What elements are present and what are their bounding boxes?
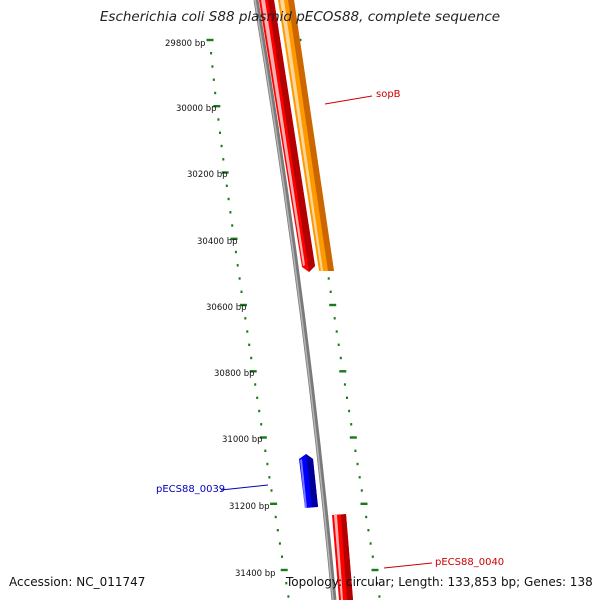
tick-label: 30800 bp xyxy=(214,369,255,379)
inner-tick-major xyxy=(221,171,229,174)
inner-tick-major xyxy=(249,370,257,373)
inner-tick-minor xyxy=(276,529,279,532)
gene-arrow-pecs88-0039-shade xyxy=(306,454,318,507)
sequence-backbone-highlight xyxy=(254,0,334,600)
tick-label: 29800 bp xyxy=(165,39,206,49)
outer-tick-minor xyxy=(356,462,359,466)
inner-tick-minor xyxy=(254,383,257,386)
gene-label-pecs88-0040[interactable]: pECS88_0040 xyxy=(435,557,505,568)
outer-tick-minor xyxy=(329,290,332,293)
gene-label-pecs88-0039[interactable]: pECS88_0039 xyxy=(156,484,226,495)
inner-tick-major xyxy=(259,436,267,439)
inner-tick-minor xyxy=(238,277,241,280)
outer-tick-minor xyxy=(378,595,381,598)
inner-tick-minor xyxy=(229,211,232,214)
inner-tick-minor xyxy=(227,197,230,201)
inner-tick-minor xyxy=(260,423,263,426)
outer-tick-minor xyxy=(369,542,372,545)
outer-tick-minor xyxy=(335,330,338,333)
outer-tick-minor xyxy=(365,515,368,519)
map-title: Escherichia coli S88 plasmid pECOS88, co… xyxy=(99,9,501,25)
outer-tick-minor xyxy=(354,449,357,452)
tick-label: 30000 bp xyxy=(176,104,217,114)
inner-tick-minor xyxy=(225,184,228,187)
accession-text: Accession: NC_011747 xyxy=(9,575,146,589)
gene-label-sopb[interactable]: sopB xyxy=(376,89,401,100)
tick-label: 31200 bp xyxy=(229,502,270,512)
tick-label: 31000 bp xyxy=(222,435,263,445)
sequence-backbone xyxy=(253,0,337,600)
outer-tick-minor xyxy=(367,529,370,532)
gene-arrow-pecs88-0040-shade xyxy=(341,514,353,600)
topology-text: Topology: circular; Length: 133,853 bp; … xyxy=(286,575,593,589)
outer-tick-minor xyxy=(346,396,348,399)
inner-tick-minor xyxy=(270,489,273,492)
inner-tick-minor xyxy=(246,330,249,333)
tick-label: 30600 bp xyxy=(206,303,247,313)
inner-tick-minor xyxy=(220,144,223,148)
inner-tick-minor xyxy=(219,131,221,134)
inner-tick-minor xyxy=(211,65,214,68)
inner-tick-major xyxy=(206,38,214,42)
label-line-sopb xyxy=(324,95,373,105)
inner-tick-minor xyxy=(264,449,267,452)
outer-tick-major xyxy=(329,303,337,307)
tick-label: 30400 bp xyxy=(197,237,238,247)
inner-tick-minor xyxy=(281,555,283,558)
inner-tick-minor xyxy=(231,224,234,227)
outer-tick-minor xyxy=(348,409,351,413)
tick-label: 31400 bp xyxy=(235,569,276,579)
outer-tick-minor xyxy=(350,423,353,426)
outer-tick-minor xyxy=(343,383,346,386)
outer-tick-minor xyxy=(360,489,363,492)
inner-tick-minor xyxy=(236,264,239,267)
outer-tick-minor xyxy=(339,356,342,360)
inner-tick-minor xyxy=(240,290,243,293)
inner-tick-minor xyxy=(250,356,253,360)
inner-tick-minor xyxy=(210,52,213,55)
inner-tick-minor xyxy=(244,317,247,320)
inner-tick-minor xyxy=(222,158,225,161)
outer-tick-major xyxy=(360,502,368,505)
outer-tick-minor xyxy=(371,555,374,558)
inner-tick-minor xyxy=(214,91,217,95)
tick-label: 30200 bp xyxy=(187,170,228,180)
inner-tick-major xyxy=(270,502,278,505)
inner-tick-minor xyxy=(212,78,215,81)
outer-tick-major xyxy=(371,568,379,572)
gene-arrow-sopb-shine xyxy=(280,0,323,271)
inner-tick-minor xyxy=(234,250,237,254)
label-line-pecs88-0039 xyxy=(220,484,269,491)
gene-arrow-pecs88-0039-shine xyxy=(300,459,307,508)
outer-tick-major xyxy=(339,370,347,373)
inner-tick-minor xyxy=(258,409,261,413)
inner-tick-minor xyxy=(248,343,251,346)
inner-tick-minor xyxy=(217,118,220,121)
gene-arrow-pecs88-0040-shine xyxy=(334,515,343,600)
inner-tick-major xyxy=(239,303,247,307)
inner-tick-major xyxy=(213,105,221,108)
inner-tick-track xyxy=(206,38,290,598)
gene-arrow-red-upper-shade xyxy=(268,0,315,272)
inner-tick-major xyxy=(280,568,288,572)
outer-tick-minor xyxy=(376,582,379,585)
outer-tick-minor xyxy=(358,476,361,479)
inner-tick-minor xyxy=(285,582,288,585)
inner-tick-minor xyxy=(278,542,281,545)
outer-tick-minor xyxy=(337,343,340,346)
inner-tick-major xyxy=(230,237,238,240)
label-line-pecs88-0040 xyxy=(383,562,433,569)
outer-tick-minor xyxy=(333,317,336,320)
outer-tick-minor xyxy=(327,277,330,280)
inner-tick-minor xyxy=(274,515,277,519)
inner-tick-minor xyxy=(287,595,290,598)
gene-arrow-red-upper-shine xyxy=(261,0,305,266)
outer-tick-major xyxy=(349,436,357,439)
inner-tick-minor xyxy=(256,396,259,399)
inner-tick-minor xyxy=(268,476,271,479)
inner-tick-minor xyxy=(266,462,269,466)
gene-arrow-sopb-shade xyxy=(288,0,334,271)
